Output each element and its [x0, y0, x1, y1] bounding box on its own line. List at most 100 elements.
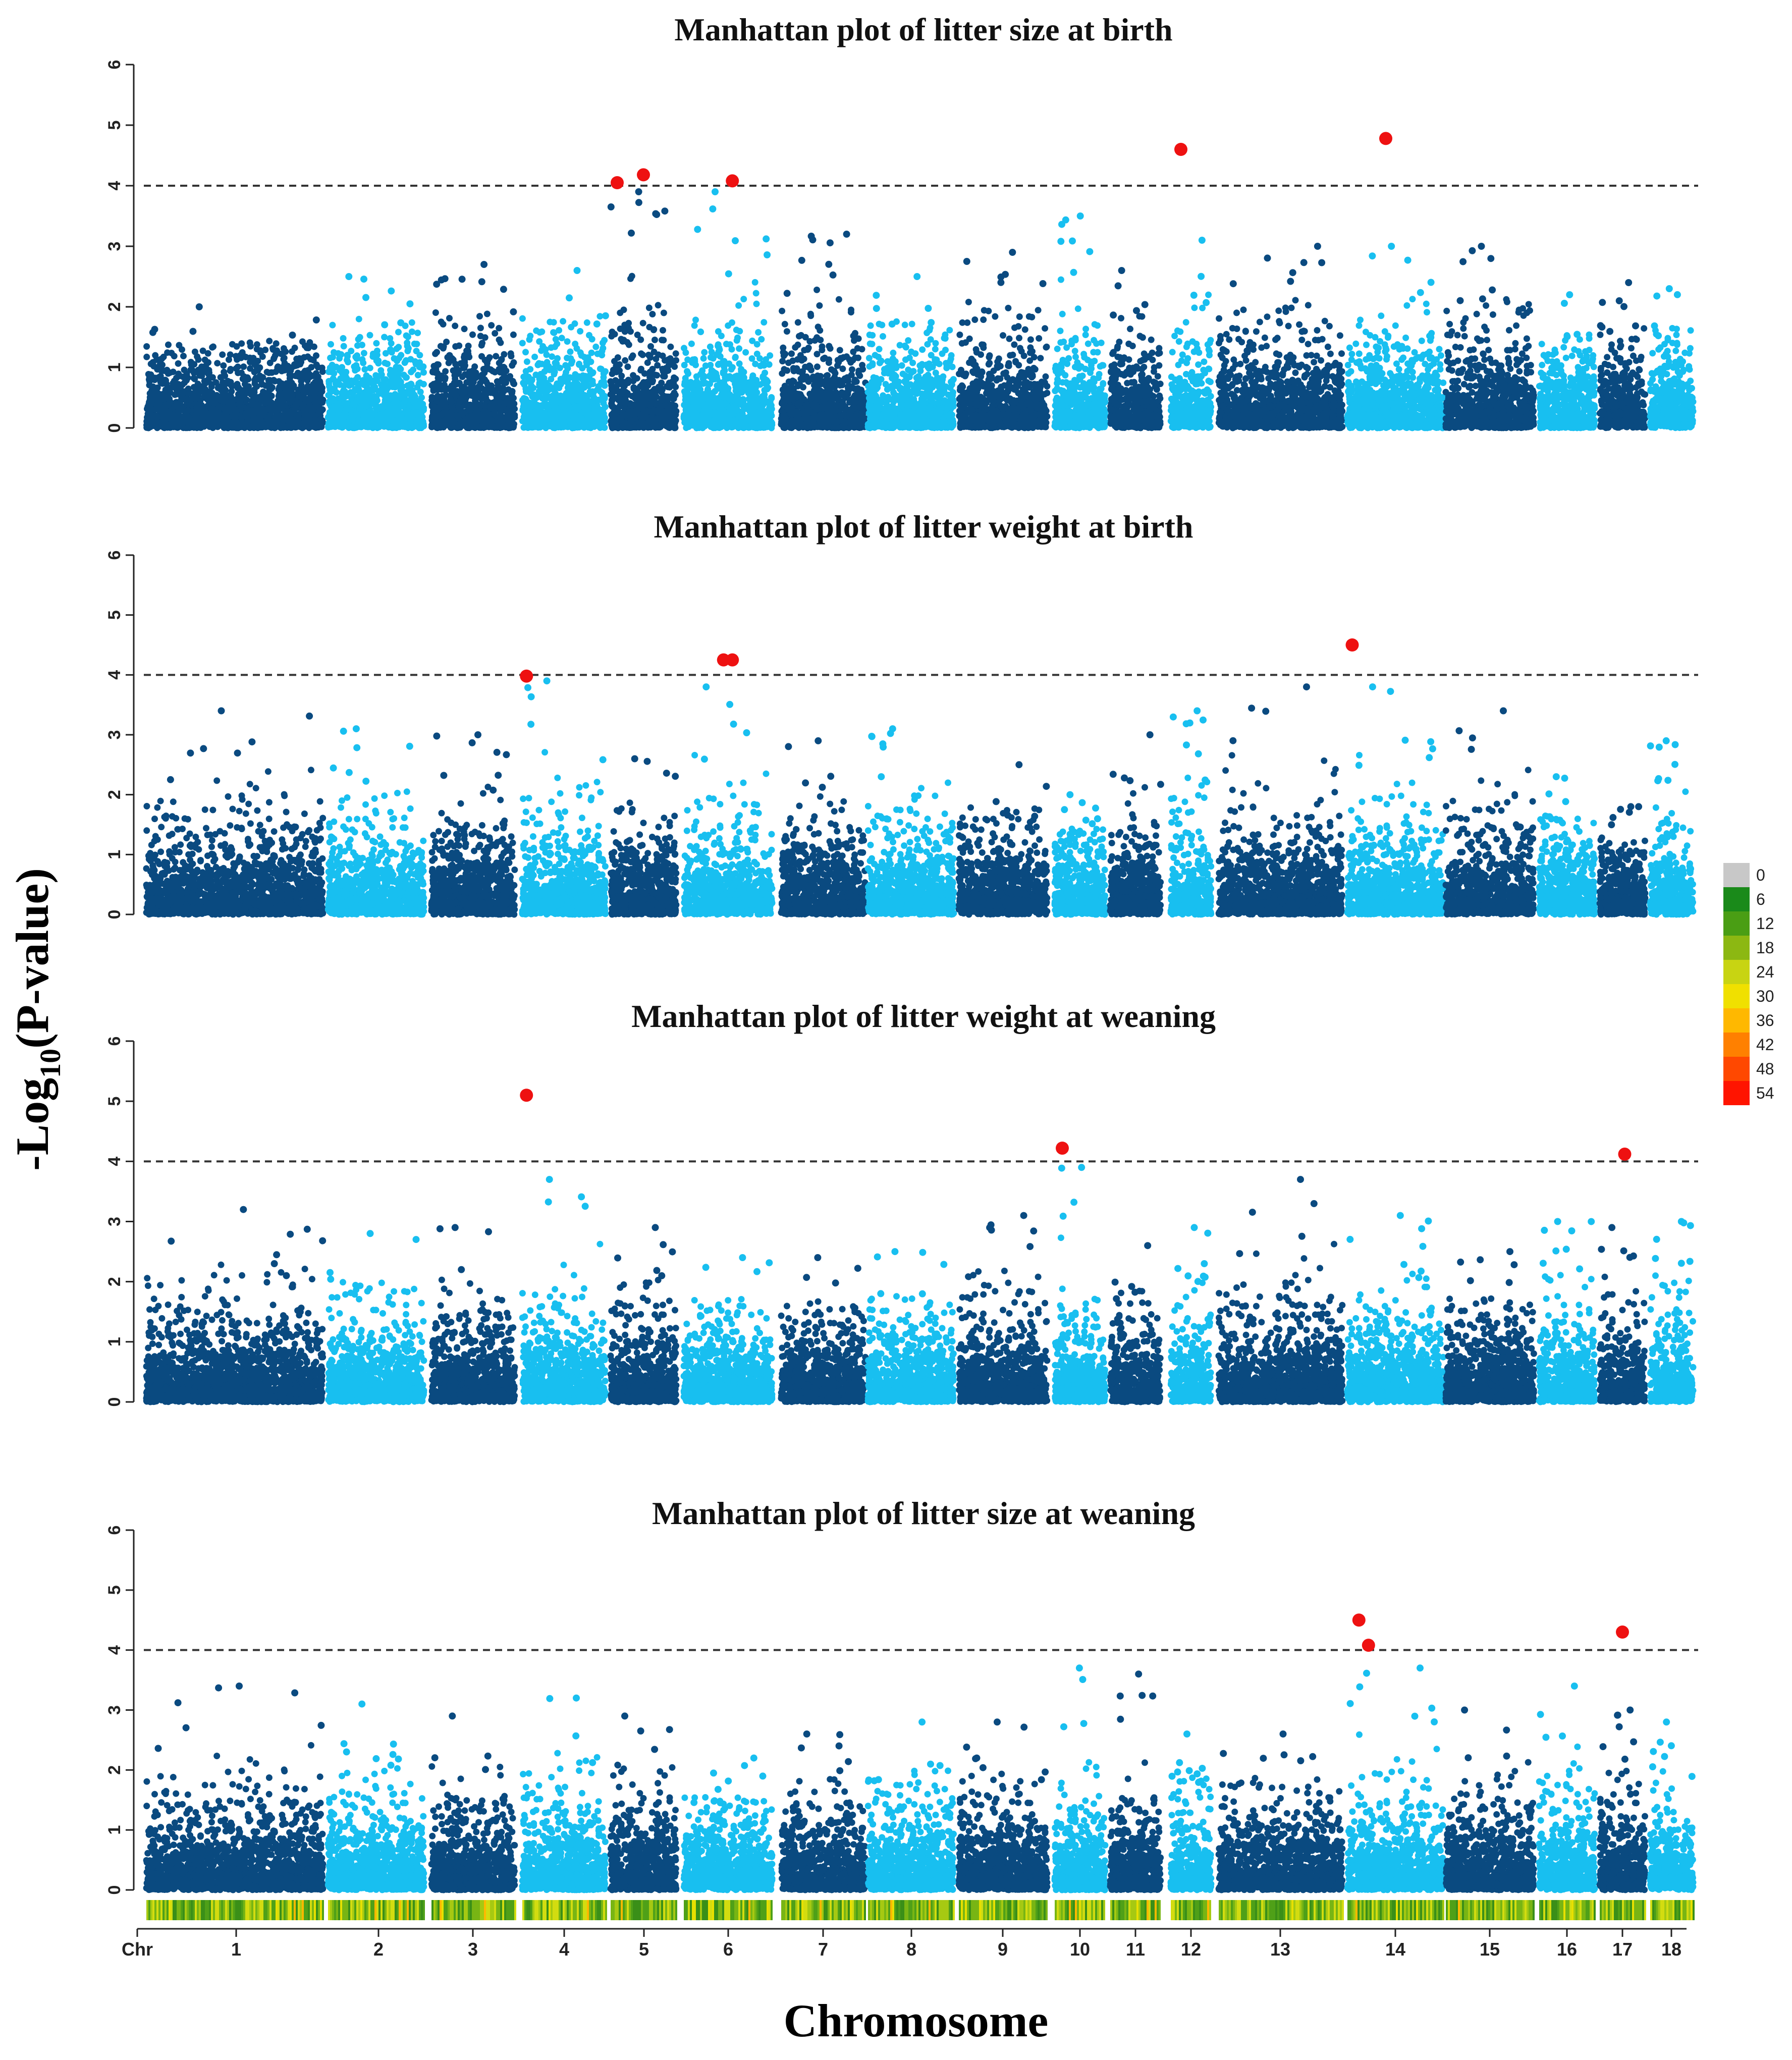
- snp-point: [471, 363, 478, 370]
- snp-point: [272, 400, 279, 407]
- chromosome-5-points: [607, 188, 680, 431]
- snp-point: [195, 356, 202, 363]
- snp-point: [582, 423, 589, 430]
- snp-point: [160, 420, 168, 427]
- snp-point: [479, 340, 486, 347]
- panels-group: Manhattan plot of litter size at birth01…: [105, 12, 1698, 1920]
- snp-point: [201, 356, 208, 363]
- snp-point: [496, 336, 503, 343]
- chromosome-peak-point: [195, 303, 203, 310]
- snp-point: [247, 365, 254, 372]
- snp-point: [638, 418, 645, 425]
- snp-point: [500, 368, 507, 375]
- snp-point: [414, 330, 421, 337]
- snp-point: [197, 419, 204, 426]
- snp-point: [361, 421, 368, 428]
- snp-point: [537, 375, 544, 382]
- snp-point: [278, 367, 285, 374]
- snp-point: [417, 410, 424, 417]
- snp-point: [233, 407, 240, 414]
- snp-point: [659, 337, 665, 344]
- snp-point: [496, 324, 503, 332]
- snp-point: [509, 362, 516, 369]
- snp-point: [648, 416, 656, 423]
- snp-point: [522, 349, 529, 356]
- snp-point: [608, 333, 615, 340]
- snp-point: [203, 419, 210, 426]
- snp-point: [378, 403, 385, 410]
- snp-point-high: [635, 199, 642, 206]
- snp-point: [570, 421, 577, 428]
- snp-point: [250, 355, 257, 361]
- snp-point: [428, 403, 436, 410]
- snp-point: [169, 413, 176, 419]
- snp-point: [405, 345, 412, 352]
- snp-point: [566, 403, 573, 410]
- snp-point: [180, 353, 187, 359]
- snp-point: [300, 407, 307, 413]
- snp-point: [534, 420, 541, 427]
- snp-point: [362, 401, 369, 408]
- snp-point: [551, 368, 558, 375]
- snp-point: [354, 365, 361, 372]
- snp-point-high: [397, 319, 405, 327]
- snp-point: [352, 386, 359, 393]
- snp-point: [613, 362, 620, 369]
- snp-point: [199, 367, 206, 374]
- snp-point: [442, 399, 449, 406]
- snp-point: [552, 411, 559, 418]
- snp-point-high: [149, 329, 156, 336]
- snp-point: [254, 367, 261, 374]
- chromosome-peak-point: [635, 188, 642, 195]
- snp-point: [340, 387, 347, 394]
- snp-point: [257, 376, 264, 384]
- snp-point: [529, 391, 535, 398]
- snp-point: [304, 373, 311, 380]
- snp-point: [366, 332, 373, 339]
- snp-point-high: [593, 320, 601, 328]
- snp-point: [152, 406, 159, 413]
- snp-point: [533, 327, 540, 334]
- snp-point: [238, 340, 245, 347]
- snp-point: [205, 371, 212, 378]
- snp-point: [244, 421, 251, 428]
- snp-point: [359, 356, 366, 363]
- snp-point: [656, 384, 663, 391]
- snp-point-high: [406, 300, 414, 308]
- snp-point: [195, 408, 202, 415]
- snp-point: [519, 397, 526, 404]
- snp-point: [350, 392, 357, 399]
- snp-point: [473, 392, 480, 399]
- snp-point: [483, 397, 490, 404]
- snp-point: [647, 343, 654, 350]
- snp-point-high: [433, 281, 441, 288]
- snp-point: [480, 377, 487, 384]
- snp-point: [209, 344, 216, 351]
- snp-point: [278, 396, 285, 403]
- snp-point: [664, 421, 671, 428]
- snp-point: [314, 364, 321, 371]
- snp-point: [227, 367, 234, 374]
- snp-point: [578, 352, 585, 359]
- snp-point: [522, 388, 529, 395]
- snp-point: [493, 353, 500, 360]
- snp-point: [628, 354, 635, 361]
- snp-point: [304, 353, 311, 360]
- snp-point: [414, 371, 421, 378]
- snp-point: [559, 396, 566, 403]
- snp-point: [392, 394, 399, 401]
- snp-point: [522, 368, 529, 375]
- snp-point: [233, 343, 240, 350]
- snp-point: [454, 412, 461, 419]
- snp-point: [318, 399, 325, 405]
- snp-point: [733, 327, 740, 334]
- snp-point: [221, 368, 228, 375]
- snp-point: [225, 414, 232, 421]
- snp-point: [409, 387, 416, 394]
- snp-point: [626, 412, 633, 419]
- y-tick-label: 4: [105, 181, 124, 190]
- snp-point: [572, 389, 579, 396]
- snp-point: [469, 331, 476, 338]
- snp-point: [191, 348, 198, 355]
- snp-point: [282, 348, 289, 355]
